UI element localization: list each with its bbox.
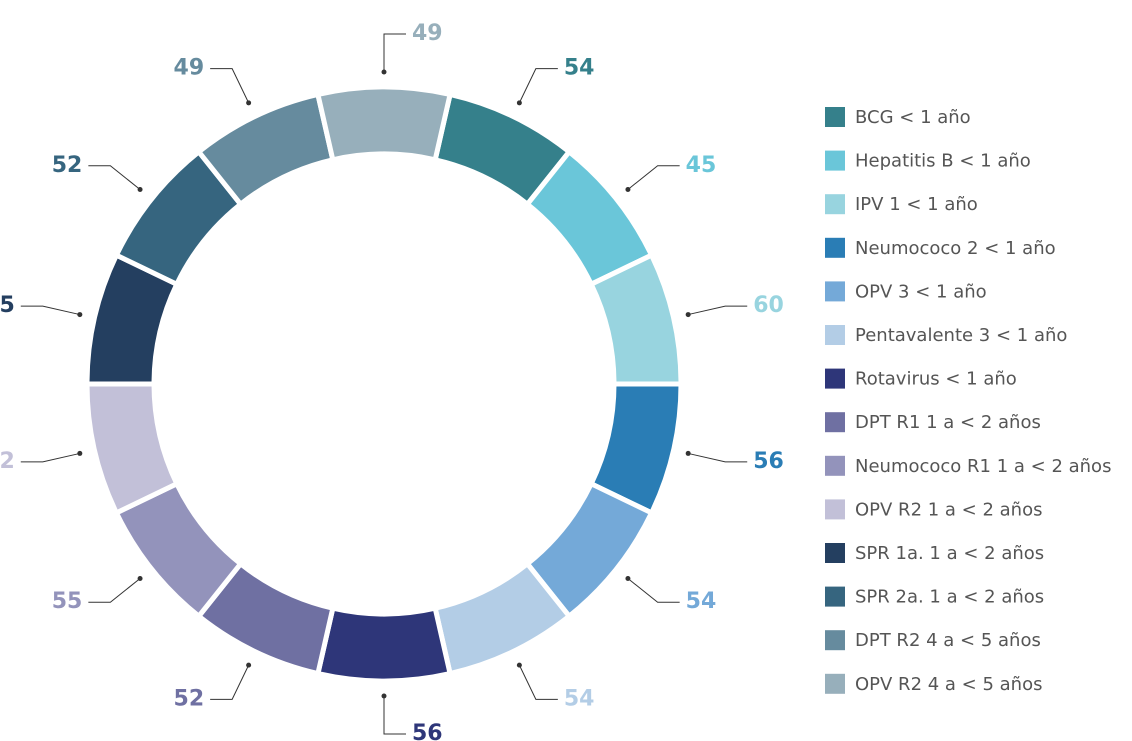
leader-line	[210, 68, 250, 104]
data-label: 49	[412, 21, 443, 46]
legend-label: Pentavalente 3 < 1 año	[855, 325, 1067, 346]
leader-line	[518, 68, 558, 104]
leader-line	[518, 664, 558, 700]
legend-label: SPR 2a. 1 a < 2 años	[855, 587, 1044, 608]
legend-swatch	[825, 543, 845, 563]
legend-label: OPV R2 1 a < 2 años	[855, 499, 1042, 520]
legend-swatch	[825, 673, 845, 694]
legend-label: IPV 1 < 1 año	[855, 194, 978, 215]
legend-swatch	[825, 499, 845, 520]
legend-swatch	[825, 107, 845, 127]
leader-line	[383, 33, 406, 72]
leader-line	[20, 305, 80, 316]
leader-line	[627, 165, 680, 190]
leader-line	[210, 664, 250, 700]
legend-swatch	[825, 368, 845, 389]
leader-line	[688, 305, 748, 316]
leader-line	[88, 578, 141, 603]
leader-line	[88, 165, 141, 190]
data-label: 56	[412, 721, 443, 741]
data-label: 52	[0, 449, 15, 474]
legend-label: OPV 3 < 1 año	[855, 281, 987, 302]
data-label: 49	[174, 56, 205, 81]
legend-label: Hepatitis B < 1 año	[855, 151, 1031, 172]
leader-line	[20, 452, 80, 463]
legend-swatch	[825, 630, 845, 651]
legend-swatch	[825, 412, 845, 433]
legend-label: SPR 1a. 1 a < 2 años	[855, 543, 1044, 564]
legend-swatch	[825, 281, 845, 302]
data-label: 54	[564, 686, 595, 711]
data-label: 45	[686, 153, 717, 178]
legend-label: DPT R2 4 a < 5 años	[855, 630, 1041, 651]
leader-line	[688, 452, 748, 463]
legend-label: Neumococo R1 1 a < 2 años	[855, 456, 1111, 477]
data-label: 54	[686, 589, 717, 614]
legend-label: OPV R2 4 a < 5 años	[855, 674, 1042, 695]
legend-label: Neumococo 2 < 1 año	[855, 238, 1056, 259]
data-label: 52	[174, 686, 205, 711]
data-label: 56	[753, 449, 784, 474]
legend-label: BCG < 1 año	[855, 107, 971, 128]
donut-segment	[314, 84, 454, 163]
donut-segment	[314, 605, 454, 684]
legend-swatch	[825, 455, 845, 476]
leader-line	[627, 578, 680, 603]
legend-swatch	[825, 325, 845, 345]
data-label: 52	[52, 153, 83, 178]
legend-swatch	[825, 586, 845, 607]
legend-label: Rotavirus < 1 año	[855, 369, 1017, 390]
legend-swatch	[825, 237, 845, 258]
leader-line	[383, 696, 406, 735]
data-label: 55	[0, 293, 15, 318]
data-label: 55	[52, 589, 83, 614]
legend-swatch	[825, 194, 845, 215]
data-label: 54	[564, 56, 595, 81]
data-label: 60	[753, 293, 784, 318]
legend-swatch	[825, 150, 845, 171]
legend-label: DPT R1 1 a < 2 años	[855, 412, 1041, 433]
